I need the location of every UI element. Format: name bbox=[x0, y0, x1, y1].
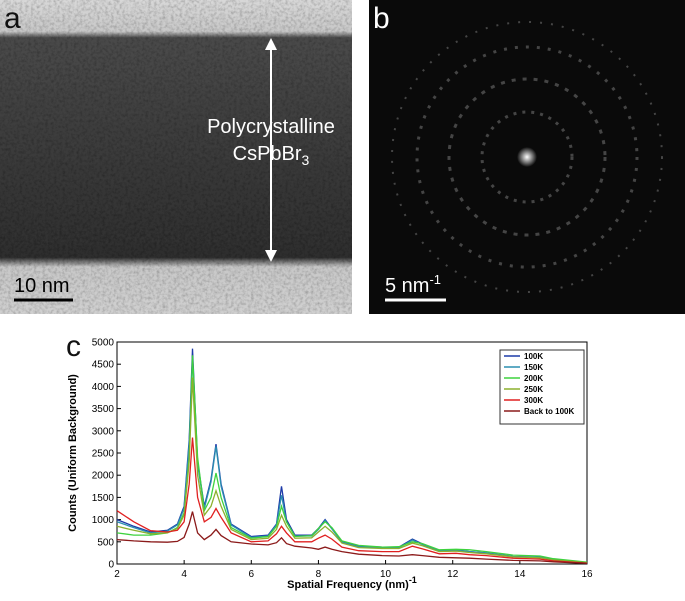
formula-subscript: 3 bbox=[302, 152, 310, 168]
legend-box bbox=[499, 349, 585, 425]
annotation: Polycrystalline bbox=[207, 116, 335, 138]
central-spot bbox=[517, 147, 537, 167]
x-tick-label: 2 bbox=[114, 569, 120, 580]
series-line bbox=[116, 437, 588, 564]
y-tick-label: 1500 bbox=[92, 493, 115, 504]
x-tick-label: 6 bbox=[249, 569, 255, 580]
x-title-superscript: -1 bbox=[409, 575, 417, 585]
y-tick-label: 500 bbox=[97, 537, 114, 548]
scale-superscript: -1 bbox=[429, 272, 441, 287]
legend-label: 200K bbox=[524, 374, 543, 383]
y-tick-label: 5000 bbox=[92, 338, 115, 349]
y-axis-title: Counts (Uniform Background) bbox=[67, 374, 79, 532]
y-tick-label: 4000 bbox=[92, 382, 115, 393]
y-tick-label: 4500 bbox=[92, 360, 115, 371]
scale-text: 5 nm bbox=[385, 275, 429, 297]
y-tick-label: 2000 bbox=[92, 471, 115, 482]
panel-label: a bbox=[4, 2, 21, 35]
y-tick-label: 0 bbox=[108, 560, 114, 571]
legend-label: 300K bbox=[524, 396, 543, 405]
x-tick-label: 12 bbox=[447, 569, 459, 580]
scale-bar-label: 5 nm-1 bbox=[385, 272, 441, 297]
formula-text: CsPbBr bbox=[233, 143, 302, 165]
panel-label: b bbox=[373, 2, 390, 35]
legend-label: 100K bbox=[524, 352, 543, 361]
diffraction-rings bbox=[391, 21, 663, 293]
x-tick-label: 14 bbox=[514, 569, 526, 580]
x-tick-label: 4 bbox=[181, 569, 187, 580]
tem-image bbox=[0, 0, 352, 314]
x-tick-label: 10 bbox=[380, 569, 392, 580]
legend-label: 250K bbox=[524, 385, 543, 394]
x-tick-label: 8 bbox=[316, 569, 322, 580]
legend: 100K 150K 200K 250K 300K Back to 100K bbox=[499, 349, 585, 425]
y-tick-label: 1000 bbox=[92, 515, 115, 526]
scale-bar-label: 10 nm bbox=[14, 275, 70, 297]
series-line bbox=[116, 377, 588, 564]
x-axis-title: Spatial Frequency (nm)-1 bbox=[287, 575, 417, 591]
y-tick-label: 2500 bbox=[92, 449, 115, 460]
panel-label: c bbox=[66, 330, 81, 363]
x-tick-label: 16 bbox=[581, 569, 593, 580]
formula: CsPbBr3 bbox=[233, 143, 310, 168]
x-title-text: Spatial Frequency (nm) bbox=[287, 579, 409, 591]
legend-label: Back to 100K bbox=[524, 407, 574, 416]
y-tick-label: 3500 bbox=[92, 404, 115, 415]
legend-label: 150K bbox=[524, 363, 543, 372]
y-tick-label: 3000 bbox=[92, 426, 115, 437]
series-line bbox=[116, 511, 588, 564]
